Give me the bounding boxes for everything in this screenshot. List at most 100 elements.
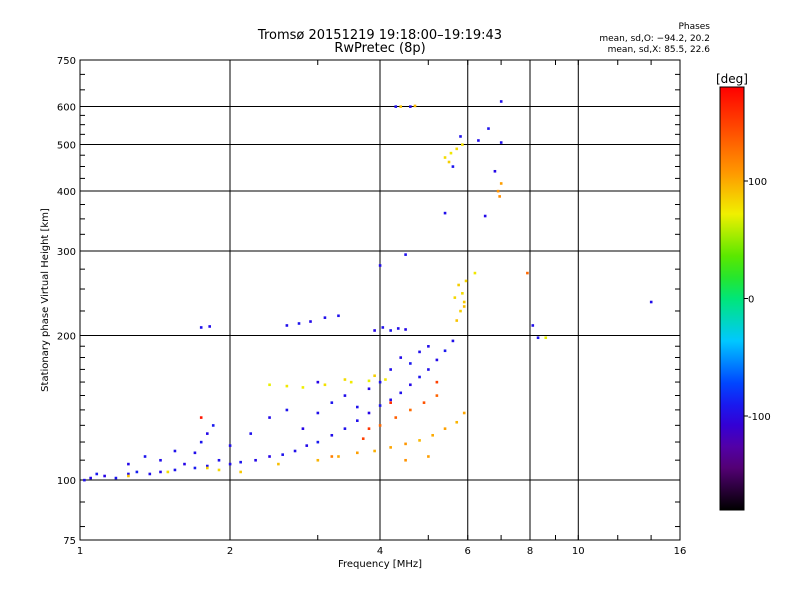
o-mode-point xyxy=(343,394,347,397)
o-mode-point xyxy=(330,433,334,437)
x-mode-point xyxy=(285,384,289,388)
o-mode-point xyxy=(367,411,371,415)
x-mode-point xyxy=(337,455,340,458)
o-mode-point xyxy=(316,380,320,384)
colorbar xyxy=(719,86,745,511)
x-mode-point xyxy=(457,283,460,287)
x-mode-point xyxy=(409,408,412,412)
x-mode-point xyxy=(499,182,503,185)
o-mode-point xyxy=(316,440,320,444)
chart-subtitle: RwPretec (8p) xyxy=(334,41,426,56)
o-mode-point xyxy=(373,329,376,332)
x-mode-point xyxy=(378,424,382,427)
o-mode-point xyxy=(536,336,540,340)
x-mode-point xyxy=(435,380,439,384)
o-mode-point xyxy=(409,105,412,108)
x-mode-point xyxy=(404,458,407,462)
x-mode-point xyxy=(399,105,403,108)
x-mode-point xyxy=(301,386,305,389)
x-tick-label: 6 xyxy=(465,546,471,557)
o-mode-point xyxy=(389,329,392,332)
o-mode-point xyxy=(404,253,407,256)
colorbar-tick-label: -100 xyxy=(748,412,771,423)
x-mode-point xyxy=(389,401,392,404)
colorbar-label: [deg] xyxy=(716,72,748,86)
x-mode-point xyxy=(496,189,500,193)
o-mode-point xyxy=(127,472,130,476)
o-mode-point xyxy=(499,141,503,144)
o-mode-point xyxy=(208,325,211,328)
x-mode-point xyxy=(316,458,320,462)
x-mode-point xyxy=(384,378,387,381)
o-mode-point xyxy=(205,432,209,435)
o-mode-point xyxy=(427,368,430,371)
o-mode-point xyxy=(378,264,382,267)
x-mode-point xyxy=(330,455,334,458)
x-mode-point xyxy=(373,374,376,378)
o-mode-point xyxy=(143,455,147,458)
o-mode-point xyxy=(337,314,340,318)
o-mode-point xyxy=(159,458,162,462)
o-mode-point xyxy=(330,401,334,404)
o-mode-point xyxy=(418,375,421,379)
x-mode-point xyxy=(462,411,466,415)
x-tick-label: 8 xyxy=(527,546,533,557)
x-mode-point xyxy=(343,378,347,381)
o-mode-point xyxy=(205,464,209,468)
x-mode-point xyxy=(389,446,392,449)
o-mode-point xyxy=(297,322,301,325)
x-mode-point xyxy=(455,420,459,424)
o-mode-point xyxy=(399,356,403,359)
o-mode-point xyxy=(249,432,253,435)
x-mode-point xyxy=(361,437,365,440)
o-mode-point xyxy=(487,127,490,130)
x-axis-label: Frequency [MHz] xyxy=(338,559,422,570)
x-mode-point xyxy=(199,416,203,419)
x-mode-point xyxy=(394,416,398,419)
x-mode-point xyxy=(239,470,242,474)
x-mode-point xyxy=(455,147,459,151)
o-mode-point xyxy=(309,320,312,323)
legend-line-x: mean, sd,X: 85.5, 22.6 xyxy=(607,45,710,55)
x-mode-point xyxy=(367,379,371,383)
o-mode-point xyxy=(281,453,284,456)
x-mode-point xyxy=(443,156,447,159)
o-mode-point xyxy=(127,462,130,466)
y-tick-label: 600 xyxy=(57,103,76,114)
o-mode-point xyxy=(343,427,347,430)
x-mode-point xyxy=(544,336,548,340)
o-mode-point xyxy=(493,169,497,173)
o-mode-point xyxy=(228,444,232,447)
o-mode-point xyxy=(443,349,447,353)
o-mode-point xyxy=(389,398,392,402)
o-mode-point xyxy=(531,324,535,327)
x-mode-point xyxy=(459,309,462,313)
x-mode-point xyxy=(127,474,130,478)
o-mode-point xyxy=(159,470,162,474)
o-mode-point xyxy=(435,358,439,362)
x-mode-point xyxy=(447,160,451,164)
o-mode-point xyxy=(173,449,177,453)
o-mode-point xyxy=(459,135,462,138)
o-mode-point xyxy=(355,419,359,422)
o-mode-point xyxy=(305,444,309,447)
o-mode-point xyxy=(199,440,203,444)
o-mode-point xyxy=(394,105,398,108)
colorbar-tick-label: 0 xyxy=(748,295,754,306)
o-mode-point xyxy=(451,165,455,168)
o-mode-point xyxy=(211,424,215,427)
x-mode-point xyxy=(473,271,477,275)
x-tick-label: 4 xyxy=(377,546,383,557)
legend-line-o: mean, sd,O: −94.2, 20.2 xyxy=(599,34,710,44)
x-mode-point xyxy=(461,143,464,146)
y-axis-label: Stationary phase Virtual Height [km] xyxy=(40,208,51,392)
o-mode-point xyxy=(477,139,480,142)
y-tick-label: 750 xyxy=(57,56,76,67)
x-mode-point xyxy=(526,271,529,275)
o-mode-point xyxy=(381,326,385,329)
o-mode-point xyxy=(409,362,412,365)
x-mode-point xyxy=(422,401,426,404)
o-mode-point xyxy=(135,470,139,474)
o-mode-point xyxy=(367,387,371,391)
y-tick-label: 400 xyxy=(57,187,76,198)
